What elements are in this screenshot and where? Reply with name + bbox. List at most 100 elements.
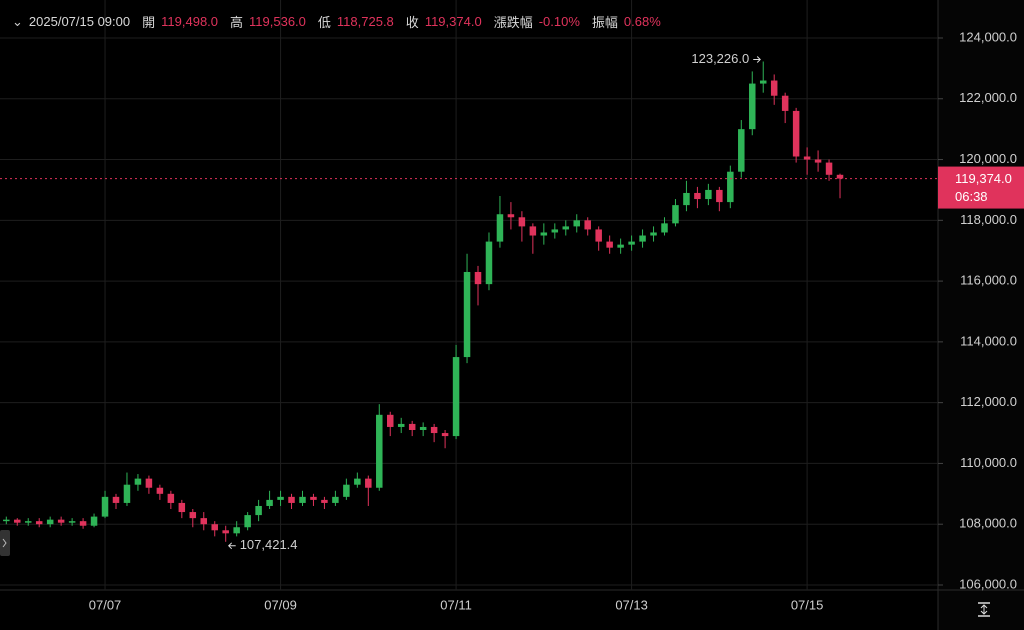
y-tick-label: 110,000.0	[960, 455, 1017, 470]
candle-body	[584, 220, 591, 230]
candle-body	[650, 232, 657, 236]
price-axis-panel	[938, 0, 1024, 630]
candle-body	[727, 171, 734, 203]
candle-body	[836, 174, 844, 179]
candle-body	[244, 515, 251, 528]
header-value: 0.68%	[623, 14, 661, 29]
y-tick-label: 122,000.0	[959, 90, 1017, 105]
candle-body	[343, 484, 350, 497]
candle-body	[441, 433, 449, 437]
candle-body	[430, 426, 438, 434]
candle-body	[738, 129, 745, 172]
candle-body	[617, 244, 624, 248]
candle-body	[485, 241, 493, 285]
candle-body	[639, 235, 646, 242]
candle-body	[606, 241, 613, 248]
candle-body	[222, 530, 229, 534]
countdown-label: 06:38	[955, 189, 988, 204]
candle-body	[189, 512, 197, 519]
candle-body	[35, 521, 43, 525]
candle-body	[781, 95, 789, 111]
candle-body	[562, 226, 570, 230]
candle-body	[46, 519, 54, 525]
icon-arrows	[980, 604, 988, 615]
candle-body	[759, 80, 767, 84]
candle-body	[79, 521, 87, 526]
candle-time: 2025/07/15 09:00	[28, 14, 131, 29]
candle-body	[408, 423, 416, 431]
candle-body	[507, 214, 515, 218]
candle-body	[672, 205, 679, 224]
header-value: -0.10%	[538, 14, 580, 29]
header-label: 低	[317, 15, 331, 30]
candle-body	[354, 478, 361, 485]
side-toggle-icon	[2, 538, 7, 548]
header-value: 119,498.0	[161, 14, 219, 29]
collapse-toggle[interactable]: ⌄	[12, 13, 23, 29]
y-tick-label: 108,000.0	[959, 516, 1017, 531]
candle-body	[749, 83, 756, 130]
candle-body	[661, 223, 668, 233]
candle-body	[705, 189, 712, 200]
header-label: 開	[142, 15, 156, 30]
candle-body	[14, 519, 21, 523]
annotation-arrow	[753, 56, 761, 63]
candle-body	[683, 192, 690, 206]
candle-body	[332, 496, 339, 503]
low-annotation: 107,421.4	[240, 537, 298, 552]
candle-body	[628, 241, 635, 245]
candle-body	[277, 496, 284, 500]
high-annotation: 123,226.0	[691, 51, 749, 66]
candle-body	[24, 521, 32, 523]
y-tick-label: 124,000.0	[959, 29, 1017, 44]
candle-body	[716, 189, 723, 203]
plot-area: 106,000.0 108,000.0 110,000.0 112,000.0 114,…	[0, 0, 1024, 612]
candle-body	[90, 516, 98, 526]
candle-body	[518, 217, 526, 227]
annotation-arrow	[227, 542, 236, 550]
candle-body	[288, 496, 295, 503]
header-label: 收	[405, 15, 419, 30]
last-price-tag	[938, 166, 1024, 209]
candle-body	[156, 487, 164, 494]
candle-body	[387, 414, 394, 427]
x-tick-label: 07/07	[89, 597, 122, 612]
candle-body	[123, 484, 131, 503]
y-tick-label: 120,000.0	[959, 151, 1017, 166]
candle-body	[321, 499, 328, 503]
scale-button[interactable]	[978, 602, 990, 617]
candle-body	[310, 496, 317, 500]
x-tick-label: 07/09	[264, 597, 297, 612]
candle-body	[112, 496, 120, 503]
y-tick-label: 114,000.0	[960, 333, 1017, 348]
last-price-label: 119,374.0	[955, 171, 1012, 186]
candle-body	[211, 524, 218, 531]
header-label: 高	[230, 15, 244, 30]
candle-body	[3, 519, 10, 522]
header-value: 119,374.0	[424, 14, 482, 29]
candle-body	[266, 499, 273, 506]
candle-body	[255, 505, 262, 516]
candle-body	[178, 502, 186, 513]
candle-body	[825, 162, 833, 175]
candle-body	[496, 214, 504, 242]
x-tick-label: 07/15	[791, 597, 824, 612]
side-toggle[interactable]	[0, 530, 10, 556]
candle-body	[595, 229, 602, 242]
candle-body	[365, 478, 372, 488]
candle-body	[529, 226, 537, 236]
candle-body	[463, 271, 471, 358]
candle-body	[474, 271, 482, 285]
header-label: 漲跌幅	[493, 15, 533, 30]
x-tick-label: 07/11	[440, 597, 472, 612]
candle-body	[803, 156, 811, 160]
candle-body	[573, 220, 580, 227]
candle-body	[540, 232, 548, 236]
candle-body	[200, 518, 208, 525]
candle-body	[68, 521, 76, 523]
y-tick-label: 106,000.0	[959, 576, 1017, 591]
candle-body	[167, 493, 175, 503]
y-tick-label: 118,000.0	[960, 212, 1017, 227]
